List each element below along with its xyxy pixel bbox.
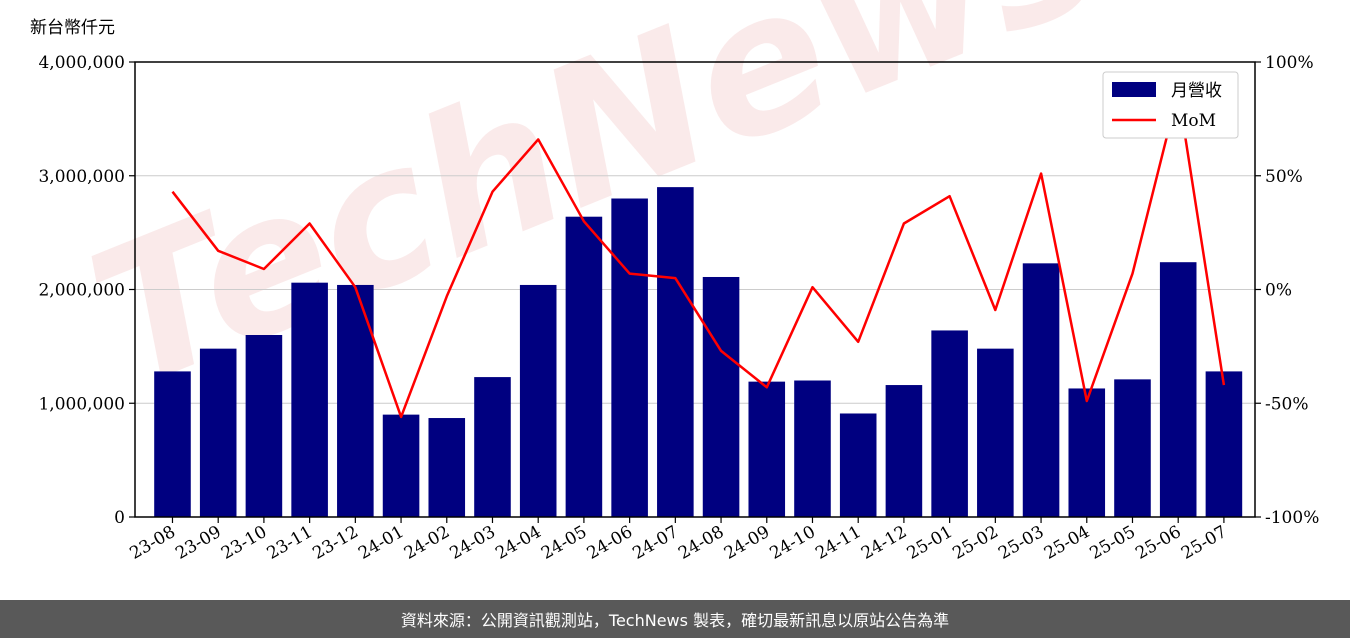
right-tick-label: 100%	[1265, 53, 1314, 73]
revenue-bar	[291, 282, 328, 517]
x-tick-label: 23-12	[309, 522, 361, 564]
x-tick-label: 24-05	[538, 522, 590, 564]
x-tick-label: 24-03	[447, 522, 499, 564]
revenue-bar	[885, 385, 923, 517]
revenue-bar	[611, 198, 648, 517]
x-tick-label: 24-08	[675, 522, 727, 564]
revenue-bar	[245, 335, 283, 517]
left-axis-unit-label: 新台幣仟元	[30, 18, 115, 38]
revenue-chart: TechNews 新台幣仟元 01,000,0002,000,0003,000,…	[30, 0, 1319, 564]
x-tick-label: 23-08	[127, 522, 179, 564]
right-tick-label: 50%	[1265, 167, 1303, 187]
x-tick-label: 24-07	[629, 522, 681, 564]
mom-line-series	[171, 90, 1226, 419]
revenue-bar	[702, 276, 740, 517]
revenue-bar	[748, 381, 786, 517]
revenue-bar	[1205, 371, 1243, 517]
revenue-bar	[977, 348, 1014, 517]
x-tick-label: 25-01	[904, 522, 956, 564]
revenue-bar	[839, 413, 877, 517]
right-tick-label: -50%	[1265, 394, 1309, 414]
revenue-bar	[1068, 388, 1106, 517]
revenue-bar	[1114, 379, 1151, 517]
right-axis: -100% -50% 0% 50% 100%	[1255, 53, 1319, 528]
left-tick-label: 1,000,000	[38, 394, 125, 414]
mom-line	[171, 90, 1226, 419]
revenue-bar	[428, 418, 466, 517]
revenue-bar	[382, 414, 420, 517]
left-tick-label: 3,000,000	[38, 167, 125, 187]
revenue-bar	[1159, 262, 1197, 517]
x-tick-label: 25-02	[949, 522, 1001, 564]
x-tick-label: 24-10	[767, 522, 819, 564]
left-tick-label: 0	[114, 508, 125, 528]
x-tick-label: 24-02	[401, 522, 453, 564]
revenue-bar	[199, 348, 237, 517]
revenue-bar	[931, 330, 968, 517]
x-tick-label: 25-06	[1132, 522, 1184, 564]
x-tick-label: 24-09	[721, 522, 773, 564]
revenue-bar	[474, 377, 511, 517]
x-tick-label: 24-04	[492, 522, 544, 564]
x-tick-label: 23-11	[264, 522, 316, 564]
x-tick-label: 24-12	[858, 522, 910, 564]
revenue-bar	[154, 371, 191, 517]
revenue-bar	[337, 284, 374, 517]
legend: 月營收 MoM	[1102, 71, 1239, 139]
left-tick-label: 4,000,000	[38, 53, 125, 73]
x-tick-label: 23-10	[218, 522, 270, 564]
revenue-bar	[519, 284, 557, 517]
x-tick-label: 24-06	[584, 522, 636, 564]
right-tick-label: 0%	[1265, 281, 1292, 301]
left-tick-label: 2,000,000	[38, 281, 125, 301]
x-tick-label: 25-05	[1087, 522, 1139, 564]
x-tick-label: 25-04	[1041, 522, 1093, 564]
bar-series	[154, 187, 1243, 517]
source-footer: 資料來源：公開資訊觀測站，TechNews 製表，確切最新訊息以原站公告為準	[0, 600, 1350, 638]
legend-line-label: MoM	[1171, 111, 1216, 131]
legend-bar-swatch	[1112, 82, 1156, 97]
x-tick-label: 24-01	[355, 522, 407, 564]
x-tick-label: 25-07	[1178, 522, 1230, 564]
revenue-bar	[657, 187, 694, 517]
source-footer-text: 資料來源：公開資訊觀測站，TechNews 製表，確切最新訊息以原站公告為準	[400, 611, 950, 630]
x-tick-label: 24-11	[812, 522, 864, 564]
x-tick-label: 23-09	[172, 522, 224, 564]
x-tick-label: 25-03	[995, 522, 1047, 564]
left-axis: 0 1,000,000 2,000,000 3,000,000 4,000,000	[38, 53, 135, 528]
x-axis: 23-0823-0923-1023-1123-1224-0124-0224-03…	[127, 517, 1230, 564]
revenue-bar	[565, 216, 603, 517]
right-tick-label: -100%	[1265, 508, 1319, 528]
revenue-bar	[794, 380, 831, 517]
legend-bar-label: 月營收	[1171, 81, 1222, 101]
revenue-bar	[1022, 263, 1060, 517]
